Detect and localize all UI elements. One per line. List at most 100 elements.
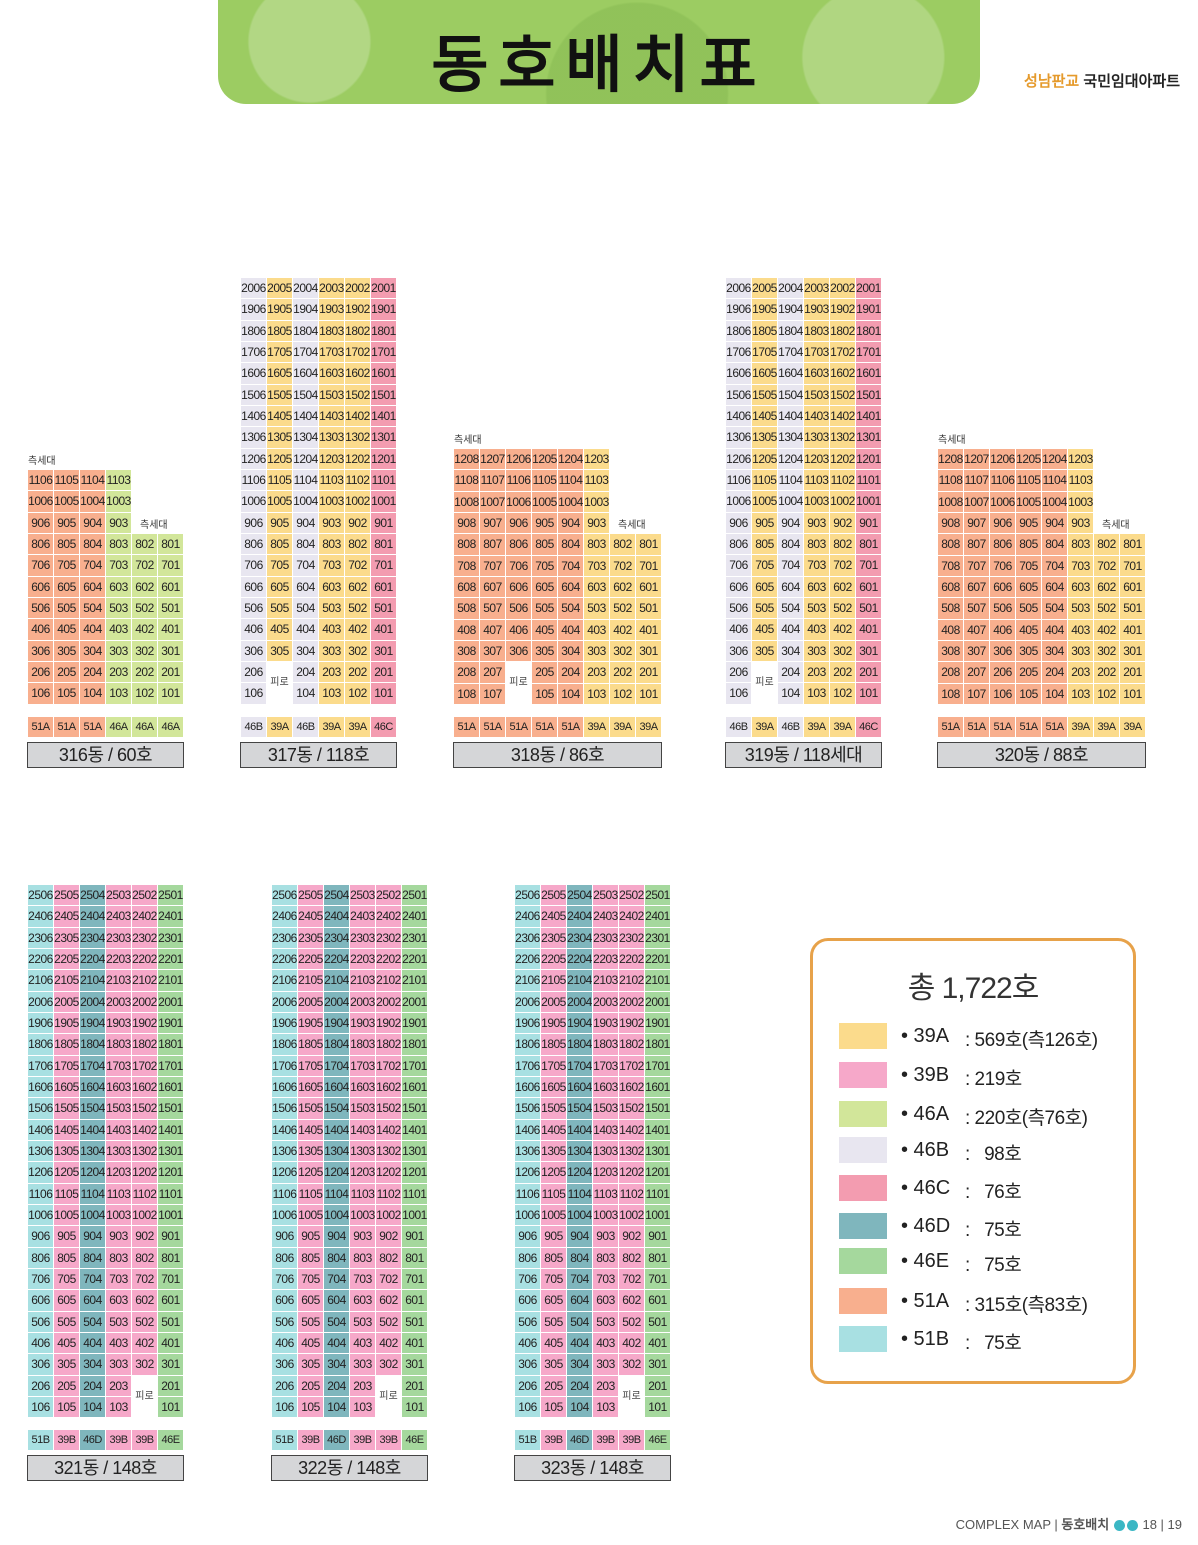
unit-cell: 404 bbox=[567, 1332, 592, 1354]
unit-cell: 503 bbox=[804, 597, 829, 619]
unit-cell: 101 bbox=[636, 683, 661, 704]
unit-cell: 1305 bbox=[298, 1140, 323, 1162]
unit-cell: 1204 bbox=[80, 1162, 105, 1183]
unit-cell: 2002 bbox=[345, 278, 370, 299]
unit-cell: 801 bbox=[402, 1247, 427, 1268]
unit-cell: 1701 bbox=[371, 341, 396, 363]
unit-cell: 2404 bbox=[80, 906, 105, 927]
unit-cell: 101 bbox=[158, 683, 183, 704]
unit-cell: 1302 bbox=[830, 427, 855, 448]
unit-cell: 703 bbox=[593, 1268, 618, 1290]
unit-cell: 2001 bbox=[371, 278, 396, 299]
unit-cell: 1902 bbox=[830, 299, 855, 320]
unit-cell: 201 bbox=[645, 1375, 670, 1396]
unit-cell: 302 bbox=[830, 640, 855, 661]
unit-cell: 702 bbox=[1094, 555, 1119, 576]
unit-cell: 207 bbox=[964, 662, 989, 683]
unit-cell: 1602 bbox=[132, 1076, 157, 1098]
unit-cell: 606 bbox=[990, 576, 1015, 598]
unit-cell: 203 bbox=[1068, 662, 1093, 683]
unit-cell: 701 bbox=[158, 555, 183, 576]
unit-cell: 604 bbox=[80, 576, 105, 597]
unit-cell: 602 bbox=[830, 576, 855, 597]
unit-cell: 304 bbox=[80, 1354, 105, 1375]
unit-cell: 1106 bbox=[515, 1183, 540, 1204]
unit-cell: 503 bbox=[106, 597, 131, 619]
legend-item: • 46A: 220호(측76호) bbox=[839, 1101, 1129, 1129]
unit-cell: 502 bbox=[345, 597, 370, 619]
unit-cell: 502 bbox=[132, 597, 157, 619]
unit-type-cell: 46B bbox=[241, 716, 266, 737]
unit-cell: 204 bbox=[293, 661, 318, 683]
legend-swatch bbox=[839, 1062, 887, 1088]
unit-cell: 1805 bbox=[267, 320, 292, 341]
unit-cell: 101 bbox=[645, 1396, 670, 1418]
legend-swatch bbox=[839, 1213, 887, 1239]
unit-cell: 403 bbox=[319, 619, 344, 640]
unit-cell: 305 bbox=[1016, 640, 1041, 662]
unit-cell: 301 bbox=[856, 640, 881, 661]
unit-cell: 1704 bbox=[80, 1055, 105, 1076]
unit-cell: 104 bbox=[1042, 683, 1067, 704]
unit-cell: 1202 bbox=[619, 1162, 644, 1183]
unit-cell: 1801 bbox=[856, 320, 881, 341]
unit-cell: 2203 bbox=[350, 948, 375, 970]
unit-cell: 1801 bbox=[158, 1034, 183, 1055]
unit-cell: 1206 bbox=[990, 449, 1015, 470]
unit-cell: 1801 bbox=[402, 1034, 427, 1055]
unit-cell: 2003 bbox=[106, 991, 131, 1012]
unit-cell: 905 bbox=[541, 1226, 566, 1247]
unit-type-cell: 39A bbox=[267, 716, 292, 737]
unit-cell: 305 bbox=[532, 640, 557, 662]
brand-prefix: 성남판교 bbox=[1024, 73, 1080, 90]
unit-cell: 802 bbox=[376, 1247, 401, 1268]
unit-cell: 1504 bbox=[324, 1098, 349, 1119]
unit-cell: 1902 bbox=[132, 1012, 157, 1034]
unit-cell: 104 bbox=[80, 683, 105, 704]
unit-type-cell: 46E bbox=[645, 1430, 670, 1451]
unit-cell: 2005 bbox=[298, 991, 323, 1012]
unit-cell: 2102 bbox=[132, 970, 157, 991]
unit-cell: 1004 bbox=[1042, 491, 1067, 512]
unit-cell: 403 bbox=[350, 1332, 375, 1354]
unit-cell: 104 bbox=[324, 1396, 349, 1418]
unit-cell: 1502 bbox=[132, 1098, 157, 1119]
unit-cell: 108 bbox=[454, 683, 479, 704]
unit-cell: 1005 bbox=[54, 1204, 79, 1226]
unit-cell: 1404 bbox=[293, 405, 318, 427]
building-label: 319동 / 118세대 bbox=[725, 741, 882, 768]
unit-cell: 1402 bbox=[376, 1119, 401, 1140]
unit-cell: 804 bbox=[1042, 534, 1067, 555]
unit-cell: 2002 bbox=[132, 991, 157, 1012]
unit-cell: 1502 bbox=[830, 384, 855, 405]
unit-cell: 1502 bbox=[376, 1098, 401, 1119]
unit-cell: 1903 bbox=[804, 299, 829, 320]
unit-type-cell: 51B bbox=[272, 1430, 297, 1451]
unit-cell: 1704 bbox=[567, 1055, 592, 1076]
unit-cell: 2402 bbox=[619, 906, 644, 927]
unit-cell: 805 bbox=[1016, 534, 1041, 555]
unit-cell: 304 bbox=[80, 640, 105, 661]
unit-cell: 204 bbox=[1042, 662, 1067, 683]
unit-cell: 2503 bbox=[593, 885, 618, 906]
unit-cell: 1305 bbox=[267, 427, 292, 448]
unit-cell: 202 bbox=[345, 661, 370, 683]
unit-cell: 303 bbox=[593, 1354, 618, 1375]
unit-cell: 607 bbox=[964, 576, 989, 598]
unit-cell: 1301 bbox=[856, 427, 881, 448]
unit-cell: 1002 bbox=[830, 491, 855, 512]
unit-cell: 1903 bbox=[350, 1012, 375, 1034]
unit-cell: 306 bbox=[506, 640, 531, 662]
unit-cell: 603 bbox=[804, 576, 829, 597]
unit-cell: 904 bbox=[778, 512, 803, 533]
unit-cell: 702 bbox=[619, 1268, 644, 1290]
unit-cell: 1802 bbox=[830, 320, 855, 341]
unit-cell: 106 bbox=[28, 683, 53, 704]
unit-cell: 1606 bbox=[241, 363, 266, 384]
unit-cell: 1002 bbox=[619, 1204, 644, 1226]
unit-cell: 302 bbox=[345, 640, 370, 661]
unit-cell: 1904 bbox=[567, 1012, 592, 1034]
unit-cell: 1304 bbox=[778, 427, 803, 448]
unit-cell: 103 bbox=[106, 683, 131, 704]
unit-cell: 1001 bbox=[645, 1204, 670, 1226]
